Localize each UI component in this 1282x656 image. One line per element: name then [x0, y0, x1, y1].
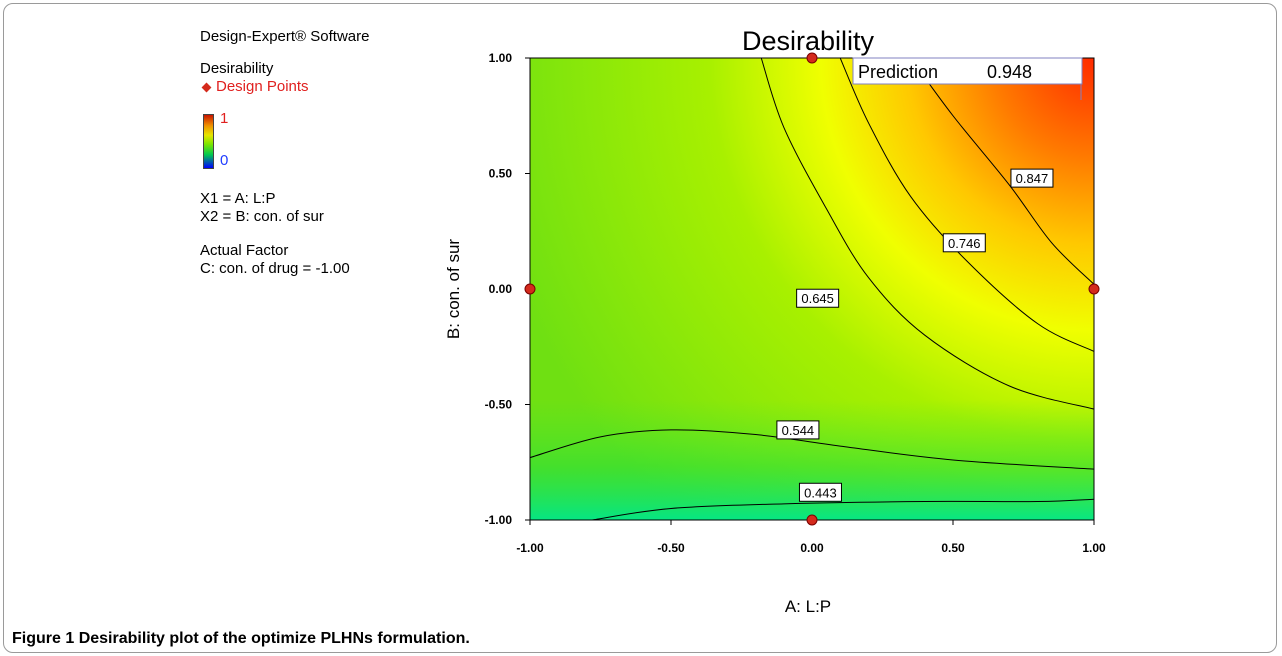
design-points-legend: Design Points: [200, 78, 369, 96]
y-axis-label: B: con. of sur: [444, 239, 463, 339]
color-scale-bar: [203, 114, 214, 169]
contour-line: [530, 429, 1094, 470]
prediction-box: Prediction 0.948: [852, 57, 1083, 100]
contour-label: 0.746: [948, 236, 981, 251]
contour-line: [591, 498, 1094, 520]
contour-label: 0.443: [804, 485, 837, 500]
axis-ticks: -1.00 -0.50 0.00 0.50 1.00 -1.00 -0.50 0.00 0.50…: [485, 51, 1106, 555]
prediction-label: Prediction: [858, 62, 938, 82]
design-point: [524, 283, 536, 295]
contour-lines: [530, 58, 1094, 520]
contour-label-box: [798, 482, 842, 502]
design-point: [1088, 283, 1100, 295]
x-tick-label: 1.00: [1082, 541, 1106, 555]
contour-line: [760, 58, 1094, 410]
y-tick-label: -0.50: [485, 398, 513, 412]
x1-definition: X1 = A: L:P: [200, 190, 276, 207]
y-tick-label: 1.00: [489, 51, 513, 65]
contour-label: 0.847: [1016, 171, 1049, 186]
contour-label-box: [1010, 168, 1054, 188]
plot-legend: Design-Expert® Software Desirability Des…: [200, 28, 369, 278]
contour-label: 0.544: [782, 423, 815, 438]
actual-factor-title: Actual Factor: [200, 242, 289, 259]
scale-high-label: 1: [220, 110, 229, 127]
prediction-value: 0.948: [987, 62, 1032, 82]
x-tick-label: 0.00: [800, 541, 824, 555]
contour-label-box: [796, 288, 840, 308]
design-points-label: Design Points: [216, 78, 309, 95]
desirability-contour-plot: Desirability 0.847 0.746 0.645 0.544 0.443 -…: [444, 26, 1106, 616]
contour-label-box: [942, 233, 986, 253]
y-tick-label: 0.00: [489, 282, 513, 296]
contour-label: 0.645: [801, 291, 834, 306]
contour-line: [910, 58, 1094, 285]
chart-title: Desirability: [742, 26, 875, 56]
design-points: [524, 52, 1100, 526]
caption-label: Figure 1: [12, 630, 75, 647]
x-tick-label: -0.50: [657, 541, 685, 555]
figure-caption: Figure 1 Desirability plot of the optimi…: [12, 630, 470, 648]
design-point: [806, 514, 818, 526]
software-label: Design-Expert® Software: [200, 28, 370, 45]
actual-factor-value: C: con. of drug = -1.00: [200, 260, 350, 277]
x-axis-label: A: L:P: [785, 597, 831, 616]
contour-label-box: [776, 420, 820, 440]
scale-low-label: 0: [220, 152, 229, 169]
response-label: Desirability: [200, 60, 274, 77]
figure-frame: [3, 3, 1277, 653]
contour-line: [839, 58, 1094, 352]
y-tick-label: 0.50: [489, 167, 513, 181]
x-tick-label: 0.50: [941, 541, 965, 555]
x2-definition: X2 = B: con. of sur: [200, 208, 324, 225]
x-tick-label: -1.00: [516, 541, 544, 555]
y-tick-label: -1.00: [485, 513, 513, 527]
caption-text: Desirability plot of the optimize PLHNs …: [78, 630, 470, 647]
contour-labels: 0.847 0.746 0.645 0.544 0.443: [776, 168, 1054, 502]
design-point: [806, 52, 818, 64]
